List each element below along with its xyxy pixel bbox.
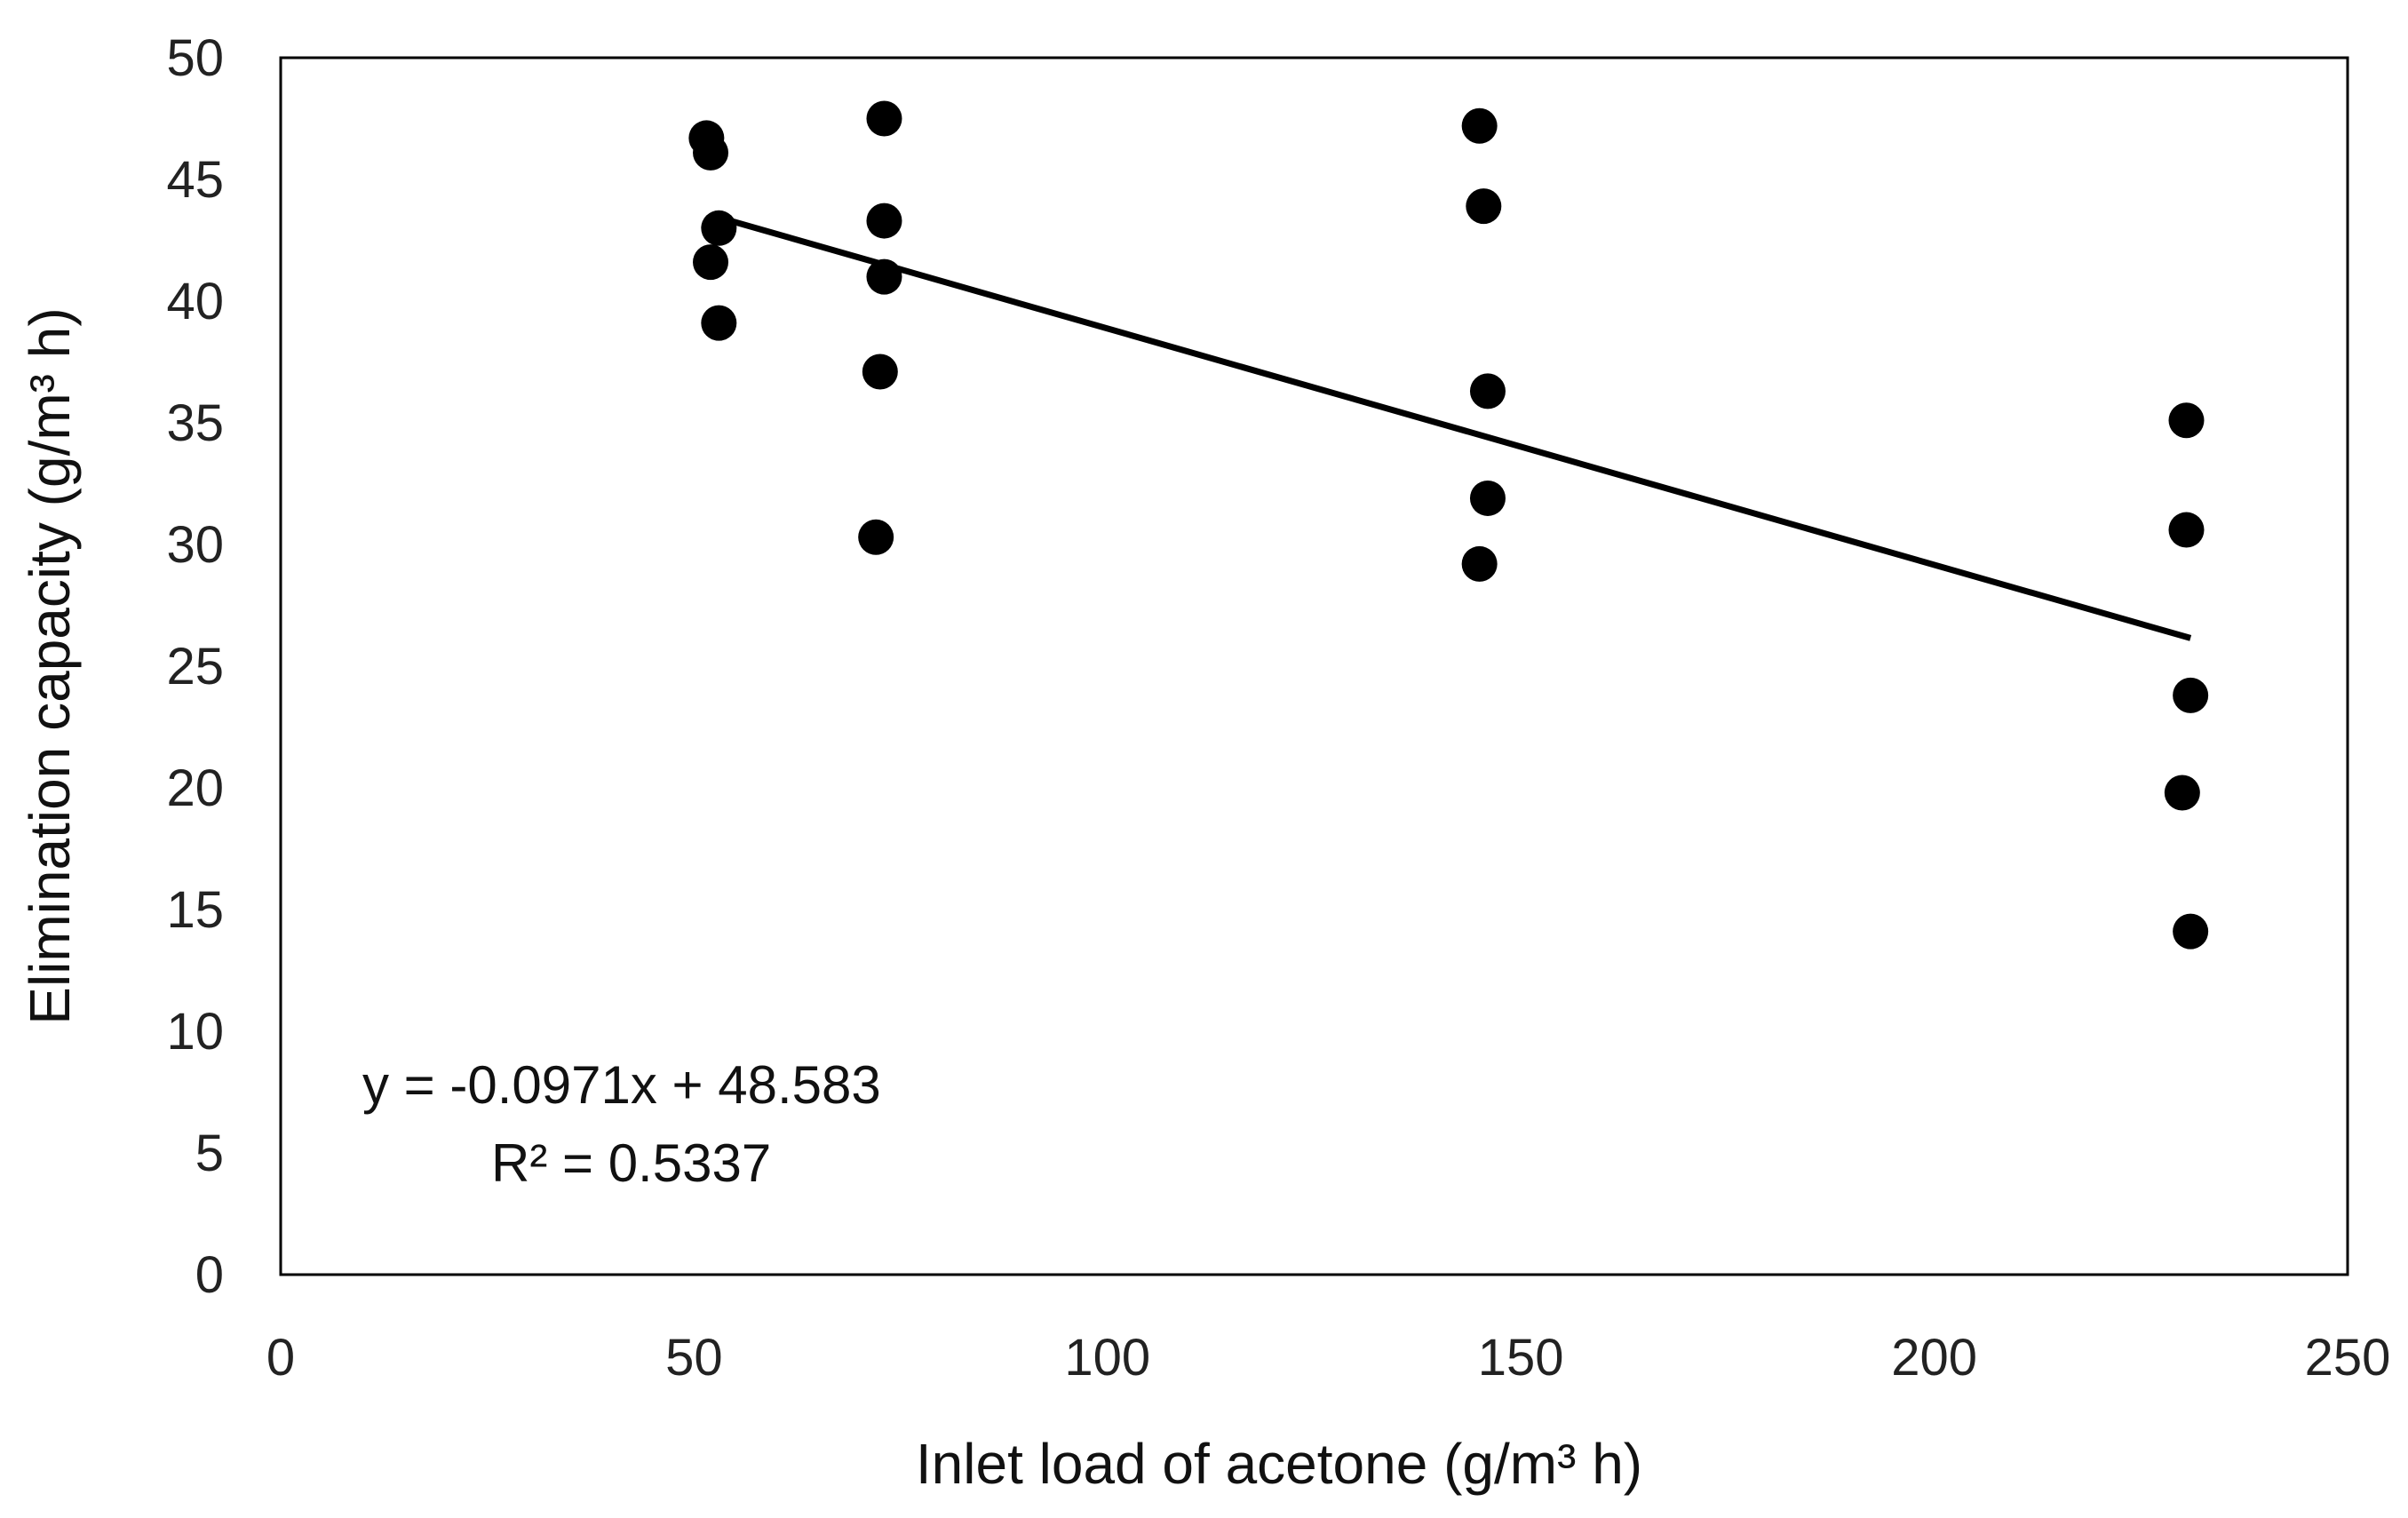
data-point [1461, 107, 1498, 144]
x-axis-title: Inlet load of acetone (g/m³ h) [916, 1432, 1642, 1496]
y-tick-label: 0 [195, 1246, 224, 1304]
data-point [866, 100, 902, 137]
data-point [701, 210, 737, 246]
data-point [2168, 512, 2205, 548]
y-tick-label: 15 [166, 881, 224, 939]
y-tick-label: 30 [166, 516, 224, 574]
data-point [866, 258, 902, 295]
data-point [866, 203, 902, 239]
data-point [2173, 677, 2209, 713]
data-point [1469, 373, 1506, 409]
data-points [688, 100, 2209, 950]
y-tick-labels: 0 5 10 15 20 25 30 35 40 45 50 [166, 29, 224, 1304]
x-tick-label: 150 [1478, 1329, 1564, 1387]
x-tick-label: 50 [665, 1329, 723, 1387]
trendline-equation: y = -0.0971x + 48.583 [362, 1055, 881, 1115]
y-tick-label: 40 [166, 273, 224, 330]
x-tick-label: 200 [1891, 1329, 1977, 1387]
x-tick-labels: 0 50 100 150 200 250 [266, 1329, 2391, 1387]
data-point [693, 244, 729, 281]
data-point [693, 134, 729, 171]
data-point [858, 519, 894, 555]
y-tick-label: 45 [166, 151, 224, 209]
r-squared-label: R² = 0.5337 [491, 1133, 771, 1193]
data-point [1461, 545, 1498, 582]
data-point [2164, 775, 2200, 811]
y-tick-label: 35 [166, 394, 224, 452]
y-tick-label: 50 [166, 29, 224, 87]
x-tick-label: 0 [266, 1329, 295, 1387]
y-tick-label: 25 [166, 638, 224, 695]
linear-trendline [718, 214, 2192, 641]
x-tick-label: 250 [2305, 1329, 2391, 1387]
data-point [701, 305, 737, 341]
x-tick-label: 100 [1064, 1329, 1150, 1387]
data-point [1469, 480, 1506, 516]
data-point [862, 354, 898, 390]
y-tick-label: 10 [166, 1003, 224, 1061]
y-axis-title: Elimination capacity (g/m³ h) [18, 307, 82, 1024]
plot-area-frame [279, 56, 2349, 1276]
data-point [2168, 402, 2205, 439]
y-tick-label: 20 [166, 759, 224, 817]
data-point [1466, 188, 1502, 225]
data-point [2173, 913, 2209, 950]
y-tick-label: 5 [195, 1125, 224, 1182]
